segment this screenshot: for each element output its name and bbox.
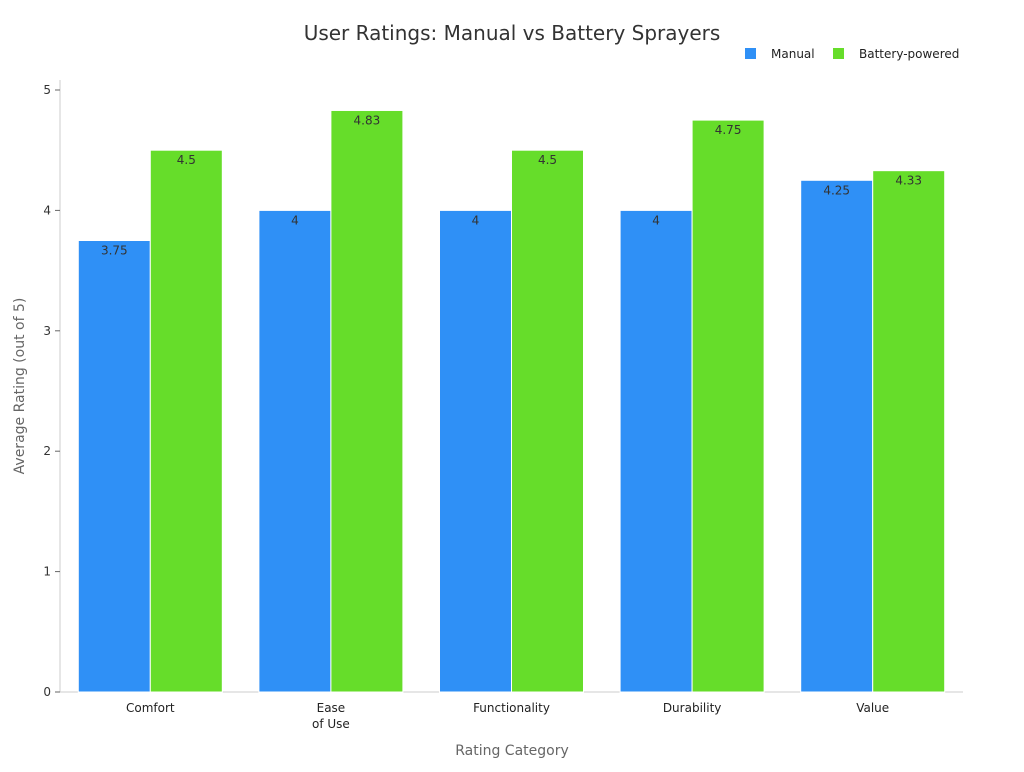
bar-value-label: 4.75 [715, 123, 742, 137]
chart-title: User Ratings: Manual vs Battery Sprayers [304, 21, 721, 45]
y-tick-label: 5 [43, 83, 51, 97]
bar-value-label: 4 [472, 213, 480, 227]
y-tick-label: 4 [43, 203, 51, 217]
y-ticks: 0 1 2 3 4 5 [43, 83, 60, 699]
x-tick-label: Ease of Use [312, 701, 350, 731]
y-tick-label: 1 [43, 565, 51, 579]
bar-manual [258, 209, 332, 693]
bar-value-label: 4.25 [823, 183, 850, 197]
legend: Manual Battery-powered [745, 47, 959, 61]
legend-label: Battery-powered [859, 47, 959, 61]
bar-battery-powered [511, 149, 584, 693]
bar-value-label: 4.33 [895, 174, 922, 188]
bar-battery-powered [330, 109, 404, 693]
bar-value-label: 4.5 [538, 153, 557, 167]
legend-swatch-battery-powered [833, 48, 844, 59]
y-axis-label: Average Rating (out of 5) [12, 298, 28, 475]
y-tick-label: 3 [43, 324, 51, 338]
x-tick-label: Durability [663, 701, 722, 715]
bars [77, 109, 946, 693]
bar-manual [439, 209, 512, 693]
legend-swatch-manual [745, 48, 756, 59]
bar-value-label: 4.5 [177, 153, 196, 167]
x-tick-label: Functionality [473, 701, 550, 715]
x-tick-label: Comfort [126, 701, 175, 715]
legend-label: Manual [771, 47, 815, 61]
bar-manual [800, 179, 874, 693]
bar-value-label: 3.75 [101, 244, 128, 258]
x-axis-label: Rating Category [455, 743, 569, 759]
y-tick-label: 2 [43, 444, 51, 458]
bar-manual [619, 209, 693, 693]
x-tick-label: Value [856, 701, 889, 715]
bar-battery-powered [149, 149, 223, 693]
bar-battery-powered [872, 170, 946, 693]
bar-labels: 3.75 4.5 4 4.83 4 4.5 4 4.75 4.25 4.33 [101, 113, 922, 257]
bar-manual [77, 240, 151, 693]
y-tick-label: 0 [43, 685, 51, 699]
x-ticks: Comfort Ease of Use Functionality Durability… [126, 701, 889, 731]
bar-value-label: 4 [652, 213, 660, 227]
bar-value-label: 4 [291, 213, 299, 227]
bar-battery-powered [691, 119, 765, 693]
bar-value-label: 4.83 [354, 113, 381, 127]
